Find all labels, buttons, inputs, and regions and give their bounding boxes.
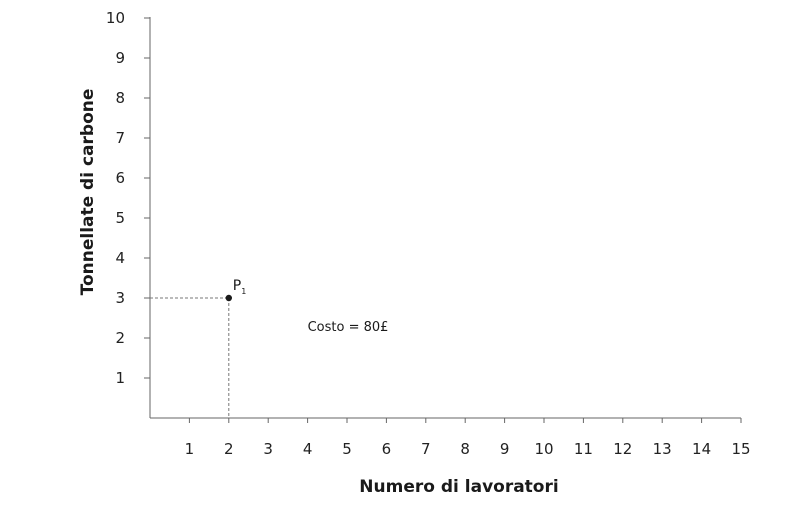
- x-tick-label: 5: [342, 440, 352, 458]
- y-axis: 1 2 3 4 5 6 7 8 9 10: [106, 9, 151, 418]
- x-tick-label: 10: [534, 440, 553, 458]
- y-tick-label: 7: [115, 129, 125, 147]
- y-tick-label: 9: [115, 49, 125, 67]
- x-tick-label: 1: [185, 440, 195, 458]
- x-tick-label: 3: [263, 440, 273, 458]
- x-axis: 1 2 3 4 5 6 7 8 9 10 11 12 13 14 15: [150, 417, 751, 458]
- x-tick-label: 12: [613, 440, 632, 458]
- y-tick-label: 8: [115, 89, 125, 107]
- y-axis-title: Tonnellate di carbone: [78, 89, 98, 296]
- x-tick-label: 4: [303, 440, 313, 458]
- y-tick-label: 3: [115, 289, 125, 307]
- y-tick-label: 2: [115, 329, 125, 347]
- x-tick-label: 9: [500, 440, 510, 458]
- data-points: P1: [225, 278, 247, 302]
- y-tick-label: 5: [115, 209, 125, 227]
- y-tick-label: 1: [115, 369, 125, 387]
- x-tick-label: 7: [421, 440, 431, 458]
- point-label: P1: [233, 278, 247, 296]
- y-tick-label: 4: [115, 249, 125, 267]
- guide-lines: [150, 297, 230, 418]
- annotations: Costo = 80£: [308, 320, 389, 335]
- y-tick-label: 10: [106, 9, 125, 27]
- y-tick-label: 6: [115, 169, 125, 187]
- data-point: [225, 294, 232, 302]
- x-tick-label: 15: [731, 440, 750, 458]
- x-tick-label: 6: [382, 440, 392, 458]
- x-tick-label: 11: [574, 440, 593, 458]
- x-tick-label: 2: [224, 440, 234, 458]
- x-tick-label: 14: [692, 440, 711, 458]
- cost-annotation: Costo = 80£: [308, 320, 389, 335]
- x-tick-label: 8: [460, 440, 470, 458]
- x-tick-label: 13: [653, 440, 672, 458]
- x-axis-title: Numero di lavoratori: [359, 477, 558, 497]
